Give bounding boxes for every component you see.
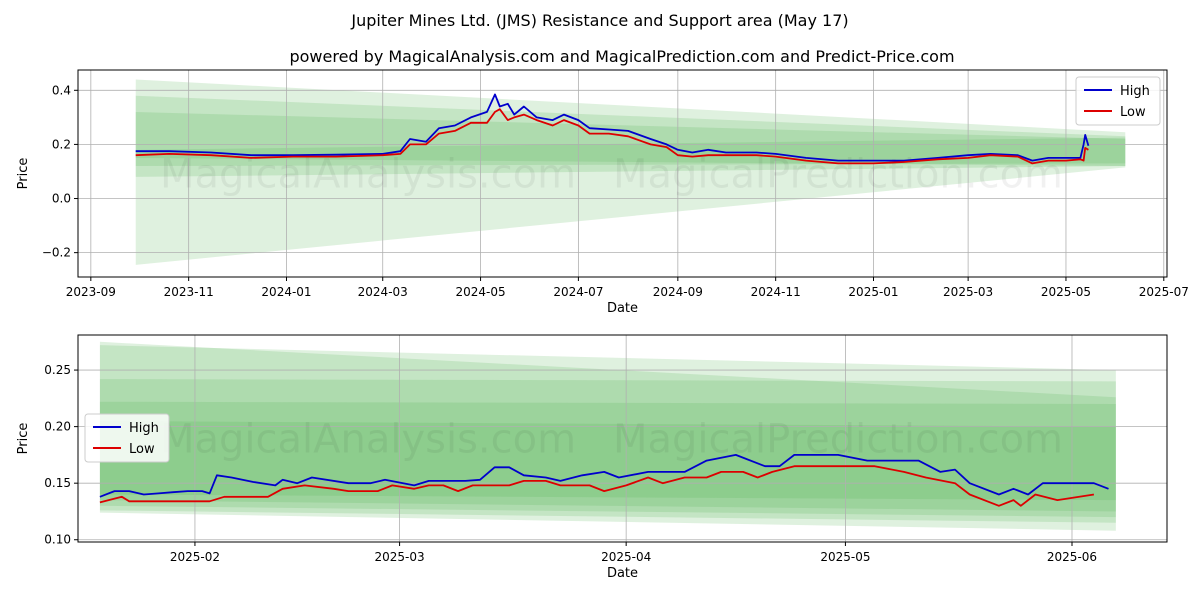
- y-axis-label: Price: [16, 423, 31, 455]
- x-tick-label: 2024-09: [653, 285, 703, 299]
- x-axis-label: Date: [607, 301, 638, 316]
- y-tick-label: −0.2: [42, 246, 71, 260]
- y-tick-label: 0.20: [44, 420, 71, 434]
- x-tick-label: 2025-05: [820, 550, 870, 564]
- prediction-band: [99, 420, 1116, 501]
- x-tick-label: 2025-03: [375, 550, 425, 564]
- y-tick-label: 0.4: [52, 83, 71, 97]
- x-tick-label: 2024-05: [455, 285, 505, 299]
- x-tick-label: 2024-11: [751, 285, 801, 299]
- legend-label-high: High: [1120, 84, 1150, 99]
- x-tick-label: 2025-07: [1139, 285, 1189, 299]
- legend-label-low: Low: [129, 442, 155, 457]
- x-tick-label: 2025-02: [170, 550, 220, 564]
- y-tick-label: 0.2: [52, 137, 71, 151]
- plot-area: MagicalAnalysis.com MagicalPrediction.com: [78, 70, 1167, 277]
- x-tick-label: 2025-05: [1041, 285, 1091, 299]
- x-tick-label: 2023-09: [66, 285, 116, 299]
- x-tick-label: 2024-01: [261, 285, 311, 299]
- series-line-high: [135, 93, 1090, 162]
- y-tick-label: 0.25: [44, 363, 71, 377]
- prediction-band: [135, 79, 1126, 265]
- y-tick-label: 0.15: [44, 476, 71, 490]
- x-axis-label: Date: [607, 566, 638, 581]
- plot-frame: [77, 334, 1168, 543]
- prediction-band: [99, 345, 1116, 523]
- x-tick-label: 2024-03: [358, 285, 408, 299]
- x-tick-label: 2025-06: [1047, 550, 1097, 564]
- chart-subtitle: powered by MagicalAnalysis.com and Magic…: [289, 47, 954, 66]
- watermark-analysis: MagicalAnalysis.com: [160, 417, 576, 463]
- x-tick-label: 2023-11: [164, 285, 214, 299]
- y-axis-label: Price: [16, 158, 31, 190]
- top-panel: MagicalAnalysis.com MagicalPrediction.com…: [16, 69, 1189, 316]
- legend: High Low: [84, 413, 170, 463]
- legend-label-low: Low: [1120, 105, 1146, 120]
- series-line-high: [99, 454, 1109, 498]
- legend: High Low: [1075, 76, 1161, 126]
- series-line-low: [135, 108, 1089, 165]
- prediction-band: [135, 111, 1126, 167]
- series-line-low: [99, 465, 1095, 507]
- chart-title: Jupiter Mines Ltd. (JMS) Resistance and …: [350, 11, 848, 30]
- y-tick-label: 0.10: [44, 533, 71, 547]
- plot-area: MagicalAnalysis.com MagicalPrediction.com: [78, 335, 1167, 542]
- legend-label-high: High: [129, 421, 159, 436]
- y-tick-label: 0.0: [52, 192, 71, 206]
- x-tick-label: 2025-03: [943, 285, 993, 299]
- watermark-analysis: MagicalAnalysis.com: [160, 152, 576, 198]
- x-tick-label: 2024-07: [553, 285, 603, 299]
- plot-frame: [77, 69, 1168, 278]
- x-tick-label: 2025-01: [848, 285, 898, 299]
- x-tick-label: 2025-04: [601, 550, 651, 564]
- watermark-prediction: MagicalPrediction.com: [613, 152, 1063, 198]
- bottom-panel: MagicalAnalysis.com MagicalPrediction.com…: [16, 334, 1168, 581]
